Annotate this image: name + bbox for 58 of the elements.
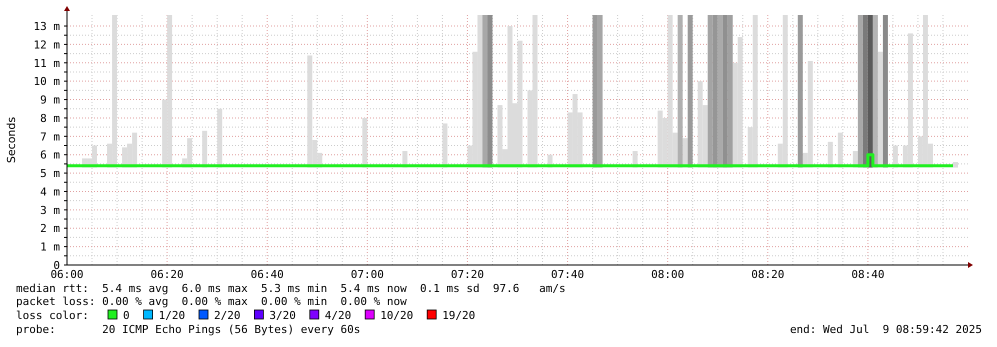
x-tick-label: 07:40 [551,268,584,281]
bar [487,15,492,168]
bar [862,15,868,168]
x-tick-label: 07:20 [450,268,484,281]
bar [728,15,733,168]
text: end: Wed Jul 9 08:59:42 2025 [790,323,982,336]
y-tick-label: 11 m [34,56,60,70]
bar [708,15,713,168]
bar [838,132,843,168]
x-tick-label: 08:20 [751,268,784,281]
y-tick-label: 8 m [40,112,60,125]
y-tick-label: 3 m [40,204,60,217]
bar [682,138,688,168]
bar [858,15,863,168]
y-tick-label: 10 m [34,75,60,88]
text: probe: 20 ICMP Echo Pings (56 Bytes) every 60s [16,323,360,336]
bar [712,15,718,168]
y-tick-label: 12 m [34,38,60,52]
bar [868,15,873,168]
x-tick-label: 07:00 [350,268,384,281]
bar [678,15,683,168]
legend-label: 0 [123,309,130,322]
text: 19/20 [442,309,476,322]
text: 1/20 [158,309,186,322]
bar [952,162,958,168]
text: packet loss: 0.00 % avg 0.00 % max 0.00 % min 0.00 % now [16,295,408,308]
x-tick-label: 08:00 [651,268,684,281]
text: loss color: [16,309,89,322]
bar [882,15,888,168]
bar [872,15,878,168]
y-tick-label: 7 m [40,130,60,144]
bar [362,118,368,168]
bar [482,15,488,168]
y-tick-label: 1 m [40,240,60,254]
bar [722,15,728,168]
bar [878,52,883,168]
bar [442,123,448,168]
y-tick-label: 9 m [40,94,60,107]
x-tick-label: 06:40 [250,268,284,281]
bar [798,15,803,168]
y-tick-label: 4 m [40,185,60,198]
text: 3/20 [269,309,296,322]
bar [688,15,693,168]
text: 10/20 [380,309,414,322]
x-tick-label: 06:20 [150,268,184,281]
text: 4/20 [324,309,352,322]
y-tick-label: 13 m [34,20,60,34]
bar [718,15,723,168]
y-tick-label: 6 m [40,148,60,162]
text: median rtt: 5.4 ms avg 6.0 ms max 5.3 ms min 5.4 ms now 0.1 ms sd 97.6 am/s [16,282,566,295]
y-tick-label: 5 m [40,167,60,180]
x-tick-label: 08:40 [851,268,884,281]
bar [202,130,208,168]
text: 2/20 [214,309,240,322]
y-tick-label: 2 m [40,222,60,236]
bar [217,108,222,168]
y-axis-title: Seconds [5,116,18,164]
x-tick-label: 06:00 [50,268,84,281]
